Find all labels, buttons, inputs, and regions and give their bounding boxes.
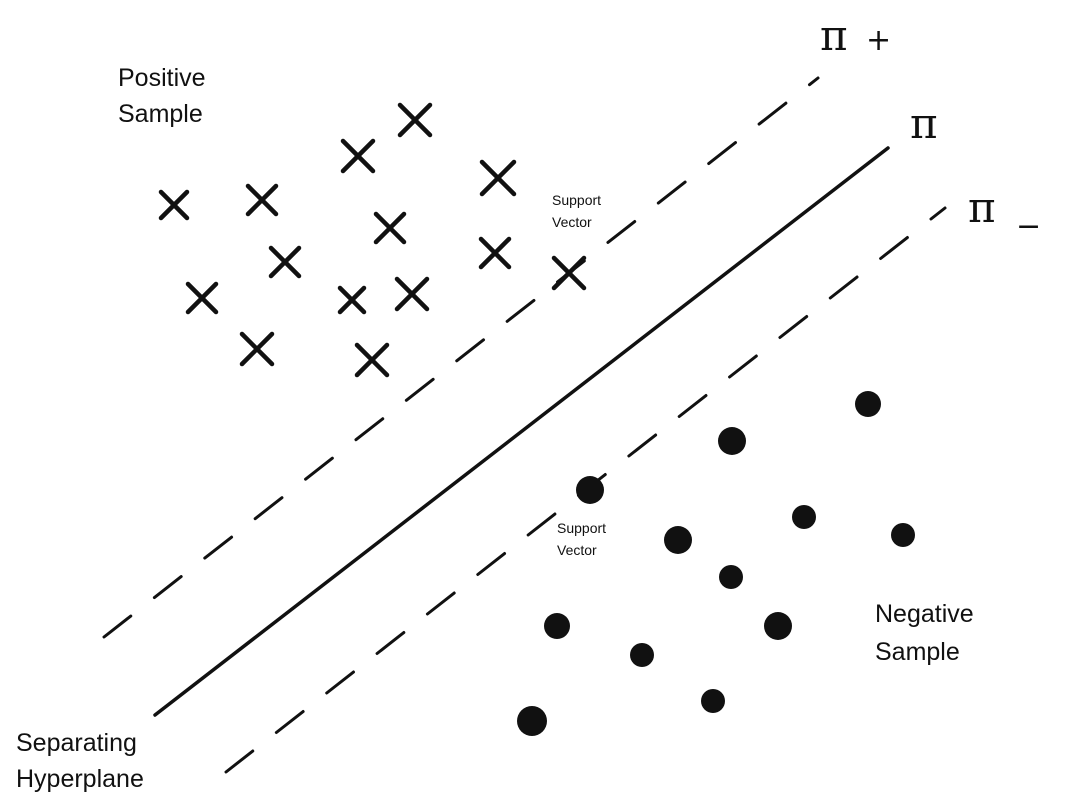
positive-samples	[158, 102, 587, 378]
positive-sample-label-line2: Sample	[118, 100, 203, 128]
positive-sample-cross	[479, 159, 517, 197]
positive-margin-line	[102, 76, 820, 639]
negative-samples	[517, 391, 915, 736]
positive-sample-cross	[185, 281, 219, 315]
negative-sample-dot	[701, 689, 725, 713]
negative-support-vector-dot	[576, 476, 604, 504]
support-vector-bottom-label-line2: Vector	[557, 542, 597, 558]
pi-minus-sign: −	[1016, 209, 1041, 244]
negative-sample-dot	[855, 391, 881, 417]
pi-symbol: π	[910, 99, 938, 148]
negative-sample-dot	[630, 643, 654, 667]
support-vector-top-label-line2: Vector	[552, 214, 592, 230]
negative-sample-dot	[718, 427, 746, 455]
positive-sample-cross	[394, 276, 430, 312]
negative-sample-dot	[891, 523, 915, 547]
support-vector-bottom-label-line1: Support	[557, 520, 606, 536]
negative-sample-label-line2: Sample	[875, 638, 960, 666]
pi-minus-label: π −	[968, 183, 1041, 244]
support-vector-top-label-line1: Support	[552, 192, 601, 208]
negative-sample-dot	[544, 613, 570, 639]
positive-sample-cross	[158, 189, 190, 221]
pi-plus-sign: +	[866, 23, 891, 58]
pi-plus-label: π +	[820, 11, 891, 60]
separating-hyperplane-label-line2: Hyperplane	[16, 765, 144, 793]
positive-sample-cross	[373, 211, 407, 245]
positive-sample-cross	[268, 245, 302, 279]
positive-sample-cross	[354, 342, 390, 378]
positive-sample-label-line1: Positive	[118, 64, 206, 92]
pi-minus-symbol: π	[968, 183, 996, 232]
pi-plus-symbol: π	[820, 11, 848, 60]
positive-support-vector-cross	[551, 255, 587, 291]
positive-sample-cross	[337, 285, 367, 315]
negative-sample-dot	[719, 565, 743, 589]
positive-sample-cross	[340, 138, 376, 174]
negative-sample-dot	[517, 706, 547, 736]
separating-hyperplane-label-line1: Separating	[16, 729, 137, 757]
positive-sample-cross	[478, 236, 512, 270]
positive-sample-cross	[245, 183, 279, 217]
negative-sample-label-line1: Negative	[875, 600, 974, 628]
pi-label: π	[910, 99, 938, 148]
negative-sample-dot	[664, 526, 692, 554]
negative-sample-dot	[792, 505, 816, 529]
positive-sample-cross	[239, 331, 275, 367]
positive-sample-cross	[397, 102, 433, 138]
separating-hyperplane-line	[153, 146, 890, 717]
negative-sample-dot	[764, 612, 792, 640]
